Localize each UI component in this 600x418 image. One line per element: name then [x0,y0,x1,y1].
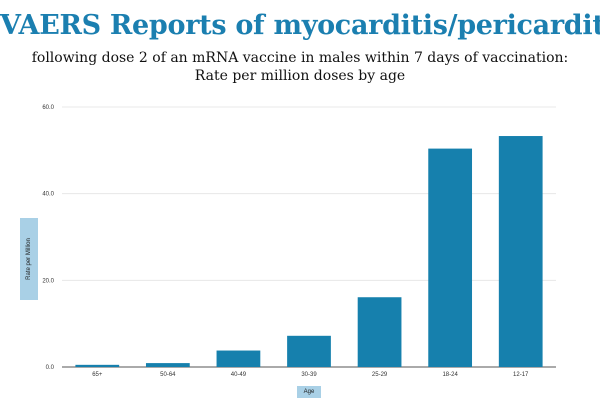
bar [428,148,473,367]
bar [287,335,331,367]
x-axis-label-text: Age [303,389,315,395]
bar [75,364,120,367]
y-tick-label: 0.0 [46,365,55,371]
chart-subtitle-line-1: following dose 2 of an mRNA vaccine in m… [31,50,569,66]
x-tick-label: 30-39 [301,372,317,378]
x-tick-label: 40-49 [231,372,247,378]
chart-subtitle-line-2: Rate per million doses by age [194,68,406,84]
x-tick-label: 18-24 [442,372,458,378]
y-tick-label: 20.0 [42,278,54,284]
x-axis-label: Age [297,386,321,398]
y-axis-label-text: Rate per Million [26,238,32,280]
bar [357,297,402,367]
x-tick-label: 12-17 [513,372,529,378]
chart-title: VAERS Reports of myocarditis/pericarditi… [0,10,600,41]
bar [216,350,261,367]
x-tick-label: 50-64 [160,372,176,378]
bar [498,136,543,367]
y-tick-label: 60.0 [42,105,54,111]
x-tick-label: 25-29 [372,372,388,378]
y-tick-label: 40.0 [42,192,54,198]
y-axis-label: Rate per Million [20,218,38,300]
bar [145,363,190,367]
x-tick-label: 65+ [92,372,103,378]
